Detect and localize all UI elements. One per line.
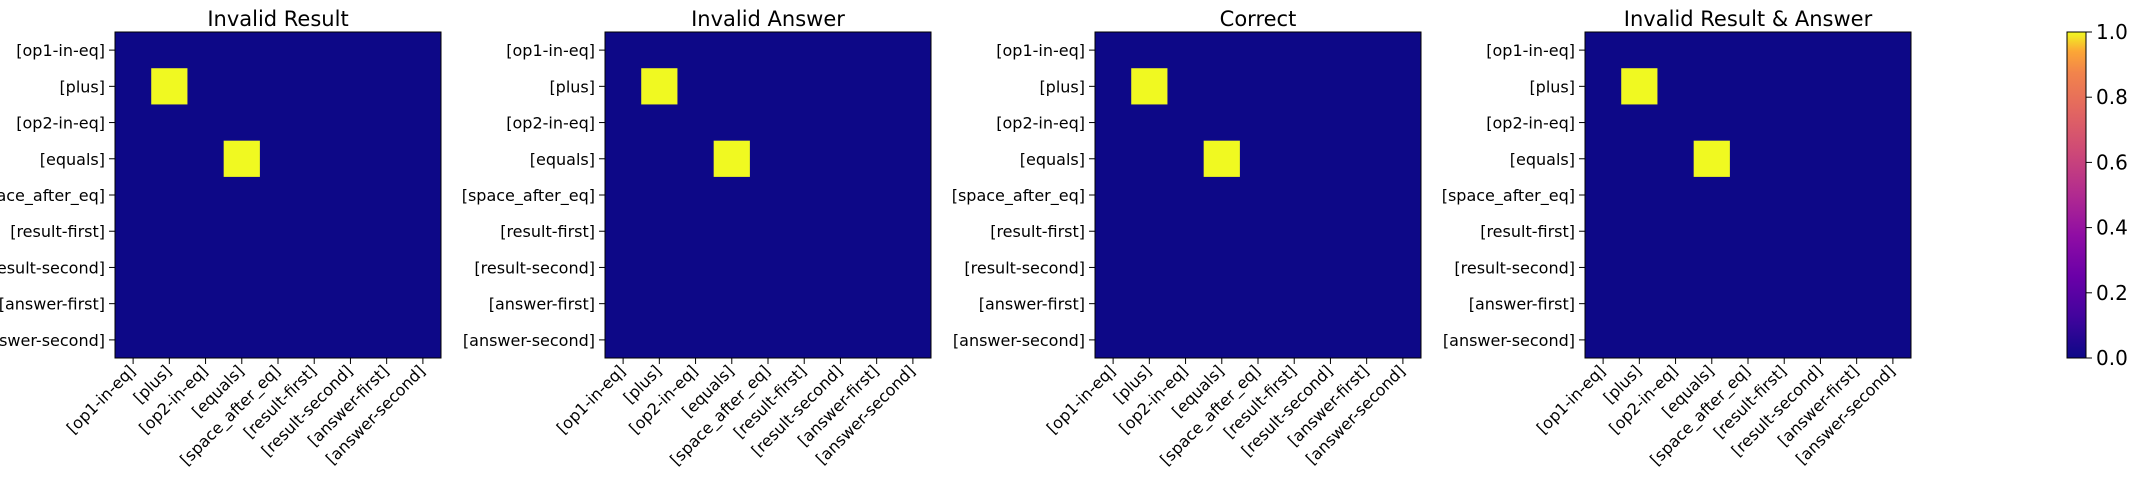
y-tick-label: [op1-in-eq] <box>16 41 105 60</box>
heatmap-cell <box>641 68 678 105</box>
y-tick-label: [space_after_eq] <box>1442 186 1575 206</box>
colorbar-gradient <box>2066 31 2087 359</box>
y-tick-label: [answer-second] <box>463 331 595 350</box>
x-tick-label: [op1-in-eq] <box>553 361 629 437</box>
x-tick-label: [op1-in-eq] <box>1533 361 1609 437</box>
y-tick-label: [op2-in-eq] <box>1486 114 1575 133</box>
x-tick-label: [op1-in-eq] <box>1043 361 1119 437</box>
colorbar-tick-label: 0.0 <box>2096 346 2128 370</box>
heatmap-panel-4: Invalid Result & Answer [op1-in-eq] [plus]… <box>1442 7 1912 470</box>
y-tick-label: [plus] <box>59 77 105 96</box>
y-tick-label: [result-second] <box>964 258 1085 277</box>
colorbar-tick-label: 0.6 <box>2096 150 2128 174</box>
x-tick-label: [op1-in-eq] <box>63 361 139 437</box>
colorbar-tick-label: 0.8 <box>2096 85 2128 109</box>
y-tick-label: [plus] <box>1039 77 1085 96</box>
y-tick-label: [result-second] <box>0 258 105 277</box>
colorbar-tick-label: 1.0 <box>2096 20 2128 44</box>
y-tick-label: [equals] <box>1510 150 1575 169</box>
panel-title: Invalid Result <box>207 7 348 31</box>
y-tick-label: [answer-first] <box>0 295 105 314</box>
y-tick-label: [op1-in-eq] <box>996 41 1085 60</box>
heatmap-cell <box>151 68 188 105</box>
y-tick-label: [result-first] <box>500 222 595 241</box>
panel-title: Invalid Answer <box>691 7 845 31</box>
y-tick-label: [equals] <box>1020 150 1085 169</box>
y-tick-label: [equals] <box>40 150 105 169</box>
y-tick-label: [space_after_eq] <box>0 186 105 206</box>
y-tick-label: [result-second] <box>474 258 595 277</box>
y-tick-label: [plus] <box>549 77 595 96</box>
panel-title: Invalid Result & Answer <box>1624 7 1873 31</box>
y-tick-label: [op1-in-eq] <box>506 41 595 60</box>
colorbar-tick-label: 0.2 <box>2096 281 2128 305</box>
heatmap-panel-2: Invalid Answer [op1-in-eq] [plus] [op2-in-e… <box>462 7 932 470</box>
heatmap-cell <box>1621 68 1658 105</box>
y-tick-label: [result-first] <box>1480 222 1575 241</box>
heatmap-cell <box>223 140 260 177</box>
y-tick-label: [answer-first] <box>1469 295 1575 314</box>
y-tick-label: [answer-first] <box>979 295 1085 314</box>
heatmap-panel-3: Correct [op1-in-eq] [plus] [op2-in-eq] [equa… <box>952 7 1422 470</box>
y-tick-label: [equals] <box>530 150 595 169</box>
y-tick-label: [op1-in-eq] <box>1486 41 1575 60</box>
heatmap-panel-1: Invalid Result [op1-in-eq] [plus] [op2-in-e… <box>0 7 442 470</box>
heatmap-cell <box>1693 140 1730 177</box>
heatmap-cell <box>713 140 750 177</box>
y-tick-label: [op2-in-eq] <box>16 114 105 133</box>
heatmap-cell <box>1203 140 1240 177</box>
y-tick-label: [op2-in-eq] <box>506 114 595 133</box>
y-tick-label: [answer-first] <box>489 295 595 314</box>
y-tick-label: [result-first] <box>10 222 105 241</box>
colorbar: 0.0 0.2 0.4 0.6 0.8 1.0 <box>2066 20 2128 370</box>
colorbar-tick-label: 0.4 <box>2096 216 2128 240</box>
y-tick-label: [answer-second] <box>1443 331 1575 350</box>
heatmap-cell <box>1131 68 1168 105</box>
y-tick-label: [op2-in-eq] <box>996 114 1085 133</box>
y-tick-label: [answer-second] <box>0 331 105 350</box>
y-tick-label: [plus] <box>1529 77 1575 96</box>
panel-title: Correct <box>1220 7 1297 31</box>
y-tick-label: [answer-second] <box>953 331 1085 350</box>
y-tick-label: [result-second] <box>1454 258 1575 277</box>
y-tick-label: [result-first] <box>990 222 1085 241</box>
y-tick-label: [space_after_eq] <box>952 186 1085 206</box>
y-tick-label: [space_after_eq] <box>462 186 595 206</box>
